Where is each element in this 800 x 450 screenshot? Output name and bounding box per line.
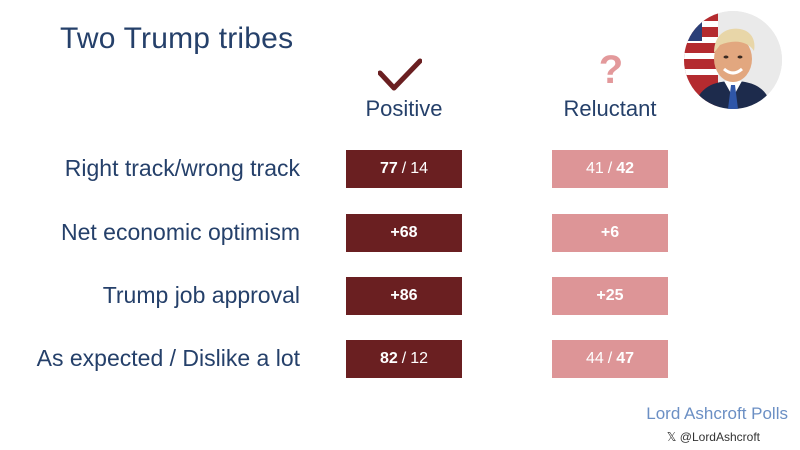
cell-positive-job-approval: +86 [346, 277, 462, 315]
cell-value-b: 12 [410, 350, 429, 367]
cell-reluctant-right-track: 41/42 [552, 150, 668, 188]
cell-value: +86 [390, 287, 418, 304]
cell-positive-right-track: 77/14 [346, 150, 462, 188]
cell-value-b: 47 [616, 350, 635, 367]
column-header-reluctant: Reluctant [563, 96, 657, 121]
cell-positive-as-expected: 82/12 [346, 340, 462, 378]
cell-value-a: 77 [379, 160, 398, 177]
cell-separator: / [401, 350, 407, 367]
portrait-photo [684, 11, 782, 109]
cell-reluctant-job-approval: +25 [552, 277, 668, 315]
cell-value-b: 42 [616, 160, 635, 177]
cell-value: +68 [390, 224, 418, 241]
brand-name: Lord Ashcroft Polls [646, 404, 788, 423]
portrait-image [684, 11, 782, 109]
cell-value-a: 41 [585, 160, 604, 177]
social-handle: 𝕏 @LordAshcroft [666, 430, 760, 444]
row-label-as-expected: As expected / Dislike a lot [36, 345, 300, 371]
cell-positive-economic-optimism: +68 [346, 214, 462, 252]
row-label-job-approval: Trump job approval [102, 282, 300, 308]
page-title: Two Trump tribes [60, 22, 294, 55]
cell-value-a: 82 [379, 350, 398, 367]
cell-value: +6 [600, 224, 620, 241]
cell-separator: / [401, 160, 407, 177]
column-header-positive: Positive [365, 96, 443, 121]
cell-separator: / [607, 160, 613, 177]
cell-value-a: 44 [585, 350, 604, 367]
row-label-economic-optimism: Net economic optimism [60, 219, 300, 245]
cell-value: +25 [596, 287, 624, 304]
cell-value-b: 14 [410, 160, 429, 177]
check-icon [378, 58, 422, 91]
row-label-right-track: Right track/wrong track [64, 155, 300, 181]
cell-reluctant-as-expected: 44/47 [552, 340, 668, 378]
cell-separator: / [607, 350, 613, 367]
question-icon: ? [598, 48, 624, 92]
cell-reluctant-economic-optimism: +6 [552, 214, 668, 252]
